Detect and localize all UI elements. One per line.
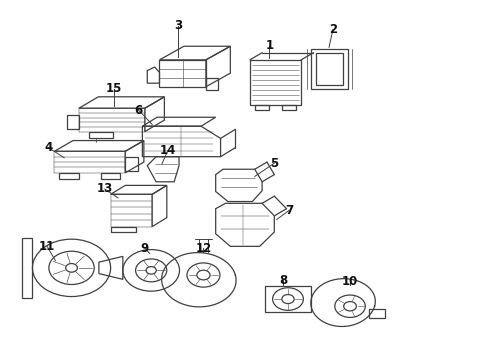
Text: 5: 5 [270,157,278,170]
Text: 7: 7 [285,204,293,217]
Text: 9: 9 [141,242,149,255]
Text: 4: 4 [45,141,53,154]
Text: 12: 12 [196,242,212,255]
Text: 1: 1 [266,39,273,52]
Text: 13: 13 [97,183,113,195]
Text: 15: 15 [106,82,122,95]
Text: 2: 2 [329,23,337,36]
Text: 3: 3 [174,19,182,32]
Text: 14: 14 [160,144,176,157]
Text: 8: 8 [279,274,287,287]
Text: 6: 6 [134,104,143,117]
Text: 11: 11 [39,240,55,253]
Text: 10: 10 [342,275,358,288]
